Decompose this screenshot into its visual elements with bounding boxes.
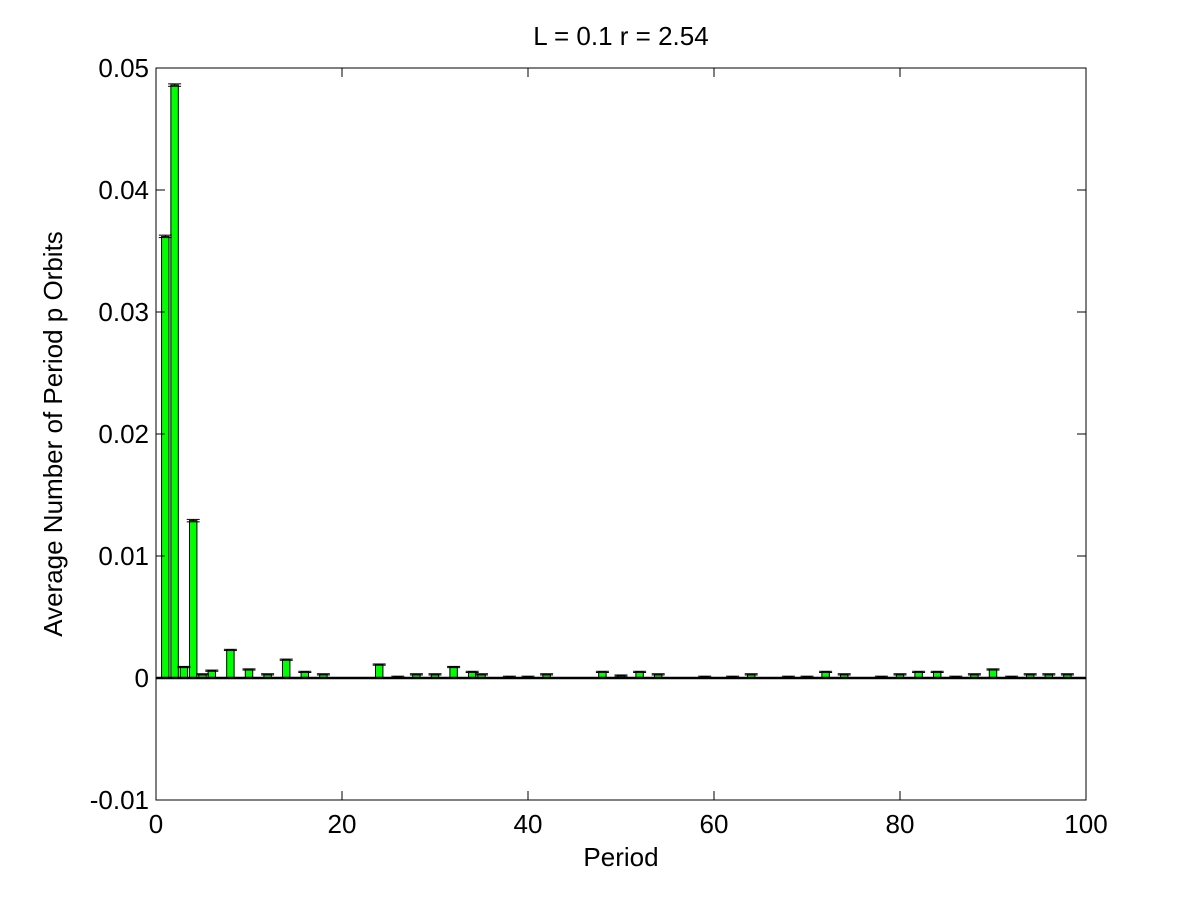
- x-tick-label: 80: [886, 809, 915, 839]
- y-ticks: -0.01 0 0.01 0.02 0.03 0.04 0.05: [90, 53, 1086, 815]
- x-ticks: 0 20 40 60 80 100: [149, 68, 1108, 839]
- y-tick-label: 0.02: [98, 419, 149, 449]
- bar-period-90: [988, 668, 998, 679]
- x-tick-label: 60: [700, 809, 729, 839]
- bar-period-1: [161, 235, 170, 679]
- y-axis-label: Average Number of Period p Orbits: [38, 231, 68, 637]
- y-tick-label: 0.05: [98, 53, 149, 83]
- y-tick-label: -0.01: [90, 785, 149, 815]
- y-tick-label: 0.04: [98, 175, 149, 205]
- x-tick-label: 20: [328, 809, 357, 839]
- plot-area: [156, 68, 1086, 800]
- y-tick-label: 0: [135, 663, 149, 693]
- x-tick-label: 40: [514, 809, 543, 839]
- x-axis-label: Period: [583, 842, 658, 872]
- x-tick-label: 100: [1064, 809, 1107, 839]
- chart-title: L = 0.1 r = 2.54: [533, 21, 708, 51]
- bar-period-24: [374, 664, 384, 679]
- bar-period-8: [226, 649, 235, 679]
- bar-period-10: [244, 668, 254, 679]
- bar-period-32: [449, 666, 458, 679]
- bar-period-4: [188, 520, 198, 679]
- bar-period-14: [281, 659, 291, 679]
- bar-period-3: [179, 666, 189, 679]
- x-tick-label: 0: [149, 809, 163, 839]
- y-tick-label: 0.01: [98, 541, 149, 571]
- axes-frame: [155, 67, 1087, 801]
- bar-period-2: [170, 84, 179, 679]
- y-tick-label: 0.03: [98, 297, 149, 327]
